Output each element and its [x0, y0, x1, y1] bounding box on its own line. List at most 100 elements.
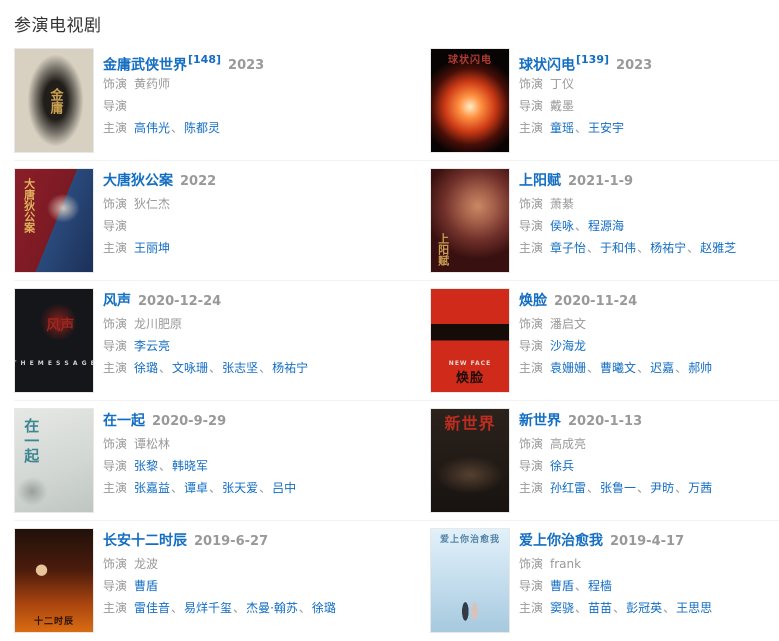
name-separator: 、: [159, 361, 172, 375]
director-line: 导演 沙海龙: [519, 339, 712, 354]
person-link[interactable]: 吕中: [272, 481, 297, 495]
poster-title-art: T H E M E S S A G E: [14, 360, 94, 368]
poster-art: [431, 49, 509, 152]
show-title-link[interactable]: 焕脸: [519, 293, 547, 309]
cast-label: 主演: [519, 481, 544, 495]
director-line: 导演 曹盾: [103, 579, 336, 594]
person-link[interactable]: 王思思: [676, 601, 713, 615]
person-link[interactable]: 苗苗: [588, 601, 613, 615]
person-link[interactable]: 徐璐: [134, 361, 159, 375]
director-label: 导演: [103, 459, 128, 473]
person-link[interactable]: 曹曦文: [600, 361, 637, 375]
poster-image[interactable]: 风声 T H E M E S S A G E: [14, 288, 94, 393]
show-title-link[interactable]: 球状闪电: [519, 57, 575, 74]
person-link[interactable]: 高伟光: [134, 121, 171, 135]
poster-image[interactable]: 上阳赋: [430, 168, 510, 273]
release-date: 2020-11-24: [554, 294, 638, 309]
title-line: 长安十二时辰 2019-6-27: [103, 530, 336, 550]
person-link[interactable]: 李云亮: [134, 339, 171, 353]
person-link[interactable]: 陈都灵: [184, 121, 221, 135]
show-title-link[interactable]: 风声: [103, 293, 131, 309]
person-link[interactable]: 雷佳音: [134, 601, 171, 615]
poster-art: [431, 169, 509, 272]
person-link[interactable]: 张志坚: [222, 361, 259, 375]
role-line: 饰演 谭松林: [103, 437, 296, 452]
person-link[interactable]: 窦骁: [550, 601, 575, 615]
person-link[interactable]: 徐兵: [550, 459, 575, 473]
role-name: 黄药师: [134, 77, 171, 91]
person-link[interactable]: 张嘉益: [134, 481, 171, 495]
poster-image[interactable]: NEW FACE 焕脸: [430, 288, 510, 393]
person-link[interactable]: 沙海龙: [550, 339, 587, 353]
person-link[interactable]: 袁姗姗: [550, 361, 587, 375]
director-names: 侯咏、程源海: [550, 219, 624, 233]
show-title-link[interactable]: 金庸武侠世界: [103, 57, 187, 74]
reference-sup[interactable]: [139]: [576, 53, 610, 66]
reference-sup[interactable]: [148]: [188, 53, 222, 66]
person-link[interactable]: 谭卓: [184, 481, 209, 495]
person-link[interactable]: 赵雅芝: [700, 241, 737, 255]
person-link[interactable]: 王丽坤: [134, 241, 171, 255]
person-link[interactable]: 尹昉: [650, 481, 675, 495]
show-title-link[interactable]: 大唐狄公案: [103, 173, 173, 189]
poster-title-art: 在一起: [22, 418, 41, 463]
poster-title-art: 球状闪电: [448, 55, 492, 66]
person-link[interactable]: 曹盾: [550, 579, 575, 593]
poster-title-art: 爱上你治愈我: [439, 535, 501, 545]
cast-names: 窦骁、苗苗、彭冠英、王思思: [550, 601, 712, 615]
name-separator: 、: [209, 361, 222, 375]
poster-image[interactable]: 十二时辰: [14, 528, 94, 633]
tv-show-card: 新世界 新世界 2020-1-13 饰演 高成亮 导演 徐兵 主演 孙红雷、张鲁一、尹昉…: [430, 408, 779, 513]
person-link[interactable]: 于和伟: [600, 241, 637, 255]
person-link[interactable]: 王安宇: [588, 121, 625, 135]
show-title-link[interactable]: 新世界: [519, 413, 561, 429]
person-link[interactable]: 杨祐宁: [650, 241, 687, 255]
release-date: 2023: [228, 58, 265, 74]
person-link[interactable]: 郝帅: [688, 361, 713, 375]
poster-image[interactable]: 金庸: [14, 48, 94, 153]
role-line: 饰演 龙波: [103, 557, 336, 572]
cast-line: 主演 孙红雷、张鲁一、尹昉、万茜: [519, 481, 712, 496]
tv-show-card: 球状闪电 球状闪电[139] 2023 饰演 丁仪 导演 戴墨 主演 童瑶、王安宇: [430, 48, 779, 153]
tv-show-card: 爱上你治愈我 爱上你治愈我 2019-4-17 饰演 frank 导演 曹盾、程樯 主…: [430, 528, 779, 633]
show-title-link[interactable]: 爱上你治愈我: [519, 533, 603, 549]
person-link[interactable]: 韩晓军: [172, 459, 209, 473]
person-link[interactable]: 迟嘉: [650, 361, 675, 375]
person-link[interactable]: 程源海: [588, 219, 625, 233]
person-link[interactable]: 杨祐宁: [272, 361, 309, 375]
person-link[interactable]: 万茜: [688, 481, 713, 495]
poster-image[interactable]: 在一起: [14, 408, 94, 513]
role-name: 龙川肥原: [134, 317, 183, 331]
show-title-link[interactable]: 上阳赋: [519, 173, 561, 189]
tv-show-card: 上阳赋 上阳赋 2021-1-9 饰演 萧綦 导演 侯咏、程源海 主演 章子怡、于和伟、…: [430, 168, 779, 273]
person-link[interactable]: 易烊千玺: [184, 601, 233, 615]
poster-title-art: 风声: [46, 318, 75, 335]
person-link[interactable]: 童瑶: [550, 121, 575, 135]
person-link[interactable]: 侯咏: [550, 219, 575, 233]
cast-line: 主演 窦骁、苗苗、彭冠英、王思思: [519, 601, 712, 616]
person-link[interactable]: 文咏珊: [172, 361, 209, 375]
person-link[interactable]: 张鲁一: [600, 481, 637, 495]
poster-image[interactable]: 新世界: [430, 408, 510, 513]
release-date: 2019-4-17: [610, 534, 685, 549]
poster-image[interactable]: 球状闪电: [430, 48, 510, 153]
person-link[interactable]: 徐璐: [311, 601, 336, 615]
show-info: 球状闪电[139] 2023 饰演 丁仪 导演 戴墨 主演 童瑶、王安宇: [519, 48, 652, 136]
poster-title-art: 上阳赋: [436, 233, 450, 266]
person-link[interactable]: 杰曼·翰苏: [246, 601, 298, 615]
role-line: 饰演 丁仪: [519, 77, 652, 92]
person-link[interactable]: 张黎: [134, 459, 159, 473]
poster-image[interactable]: 大唐狄公案: [14, 168, 94, 273]
name-separator: 、: [159, 459, 172, 473]
person-link[interactable]: 张天爱: [222, 481, 259, 495]
person-link[interactable]: 曹盾: [134, 579, 159, 593]
person-link[interactable]: 彭冠英: [626, 601, 663, 615]
cast-line: 主演 徐璐、文咏珊、张志坚、杨祐宁: [103, 361, 308, 376]
person-link[interactable]: 章子怡: [550, 241, 587, 255]
cast-line: 主演 章子怡、于和伟、杨祐宁、赵雅芝: [519, 241, 736, 256]
show-title-link[interactable]: 长安十二时辰: [103, 533, 187, 549]
person-link[interactable]: 程樯: [588, 579, 613, 593]
poster-image[interactable]: 爱上你治愈我: [430, 528, 510, 633]
person-link[interactable]: 孙红雷: [550, 481, 587, 495]
show-title-link[interactable]: 在一起: [103, 413, 145, 429]
